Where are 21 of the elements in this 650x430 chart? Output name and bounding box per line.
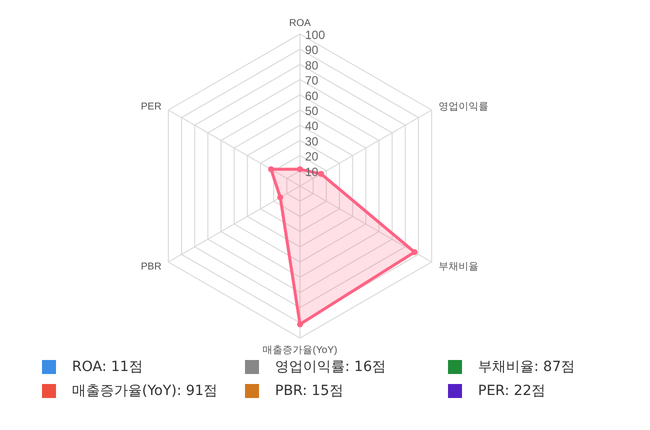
- spoke-label: 부채비율: [438, 262, 479, 273]
- y-tick-label: 40: [305, 119, 319, 134]
- text: PER: 22점: [478, 383, 546, 399]
- spoke-label: 영업이익률: [438, 102, 489, 113]
- y-tick-label: 90: [305, 43, 319, 58]
- y-tick-label: 60: [305, 88, 319, 103]
- y-tick-label: 30: [305, 134, 319, 148]
- text: 영업이익률: 16점: [275, 359, 386, 375]
- y-tick-label: 70: [305, 74, 319, 88]
- y-tick-label: 50: [305, 104, 319, 118]
- spoke-label: 매출증가율(YoY): [262, 345, 338, 356]
- y-tick-label: 20: [305, 150, 319, 164]
- text: 부채비율: 87점: [478, 359, 575, 375]
- text: PBR: 15점: [275, 383, 344, 399]
- y-tick-label: 80: [305, 58, 319, 72]
- y-tick-label: 100: [305, 28, 326, 42]
- spoke-label: PBR: [140, 262, 162, 273]
- text: 매출증가율(YoY): 91점: [72, 383, 218, 399]
- spoke-label: PER: [140, 102, 162, 113]
- spoke-label: ROA: [289, 18, 312, 29]
- text: ROA: 11점: [72, 359, 143, 375]
